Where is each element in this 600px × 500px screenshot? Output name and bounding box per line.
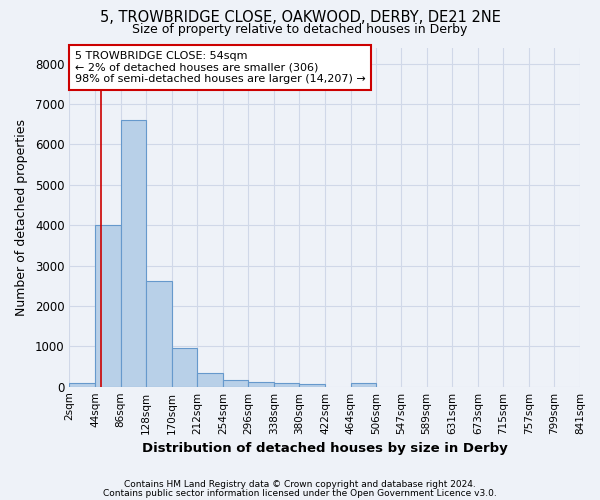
Bar bbox=[223, 380, 248, 386]
Bar bbox=[248, 382, 274, 386]
Y-axis label: Number of detached properties: Number of detached properties bbox=[15, 118, 28, 316]
Text: 5 TROWBRIDGE CLOSE: 54sqm
← 2% of detached houses are smaller (306)
98% of semi-: 5 TROWBRIDGE CLOSE: 54sqm ← 2% of detach… bbox=[74, 51, 365, 84]
Bar bbox=[70, 384, 95, 386]
Text: Size of property relative to detached houses in Derby: Size of property relative to detached ho… bbox=[133, 22, 467, 36]
Bar bbox=[121, 120, 146, 386]
Bar bbox=[172, 348, 197, 387]
Bar bbox=[299, 384, 325, 386]
Text: Contains HM Land Registry data © Crown copyright and database right 2024.: Contains HM Land Registry data © Crown c… bbox=[124, 480, 476, 489]
Bar bbox=[95, 225, 121, 386]
Bar bbox=[350, 382, 376, 386]
Text: 5, TROWBRIDGE CLOSE, OAKWOOD, DERBY, DE21 2NE: 5, TROWBRIDGE CLOSE, OAKWOOD, DERBY, DE2… bbox=[100, 10, 500, 25]
Bar bbox=[274, 382, 299, 386]
Bar bbox=[146, 281, 172, 386]
Text: Contains public sector information licensed under the Open Government Licence v3: Contains public sector information licen… bbox=[103, 488, 497, 498]
X-axis label: Distribution of detached houses by size in Derby: Distribution of detached houses by size … bbox=[142, 442, 508, 455]
Bar bbox=[197, 373, 223, 386]
